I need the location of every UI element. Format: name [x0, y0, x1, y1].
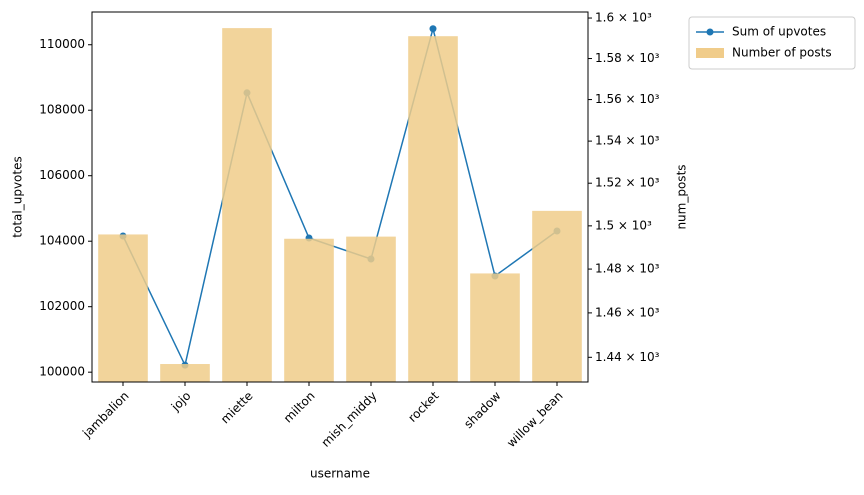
- y2-tick-label: 1.48 × 10³: [595, 262, 660, 276]
- legend-box: [688, 16, 856, 70]
- y-tick-label: 104000: [39, 234, 85, 248]
- line: [122, 25, 558, 368]
- bar: [532, 210, 582, 382]
- legend-label: Number of posts: [732, 46, 832, 60]
- x-tick-label: jojo: [168, 389, 194, 415]
- y2-tick-label: 1.6 × 10³: [595, 11, 652, 25]
- plot-frame: [91, 11, 589, 383]
- bar: [160, 364, 210, 382]
- y-tick-label: 110000: [39, 37, 85, 51]
- x-tick-label: milton: [281, 389, 318, 426]
- bar: [470, 273, 520, 382]
- y2-tick-label: 1.56 × 10³: [595, 92, 660, 106]
- y-tick-label: 108000: [39, 103, 85, 117]
- x-tick-label: jambalion: [79, 389, 131, 441]
- y-tick-label: 102000: [39, 299, 85, 313]
- x-tick-label: rocket: [405, 388, 441, 424]
- y2-tick-label: 1.5 × 10³: [595, 218, 652, 232]
- x-tick-label: mish_middy: [319, 389, 380, 450]
- legend-label: Sum of upvotes: [732, 25, 826, 39]
- x-tick-label: willow_bean: [504, 389, 565, 450]
- y-tick-label: 106000: [39, 168, 85, 182]
- y2-tick-label: 1.58 × 10³: [595, 51, 660, 65]
- bar: [222, 28, 272, 383]
- legend-swatch: [696, 48, 724, 58]
- y-tick-label: 100000: [39, 365, 85, 379]
- bar: [98, 234, 148, 382]
- y-axis-label: total_upvotes: [11, 156, 25, 237]
- y2-tick-label: 1.44 × 10³: [595, 350, 660, 364]
- y2-tick-label: 1.52 × 10³: [595, 176, 660, 190]
- bar: [284, 238, 334, 382]
- legend-marker: [706, 28, 714, 36]
- x-tick-label: miette: [218, 389, 256, 427]
- y2-axis-label: num_posts: [675, 164, 689, 229]
- x-tick-label: shadow: [461, 389, 504, 432]
- bar: [346, 236, 396, 382]
- bar: [408, 36, 458, 382]
- x-axis-label: username: [310, 467, 370, 481]
- y2-tick-label: 1.46 × 10³: [595, 305, 660, 319]
- line-marker: [429, 25, 437, 33]
- legend: Sum of upvotes Number of posts: [688, 16, 856, 70]
- y2-tick-label: 1.54 × 10³: [595, 134, 660, 148]
